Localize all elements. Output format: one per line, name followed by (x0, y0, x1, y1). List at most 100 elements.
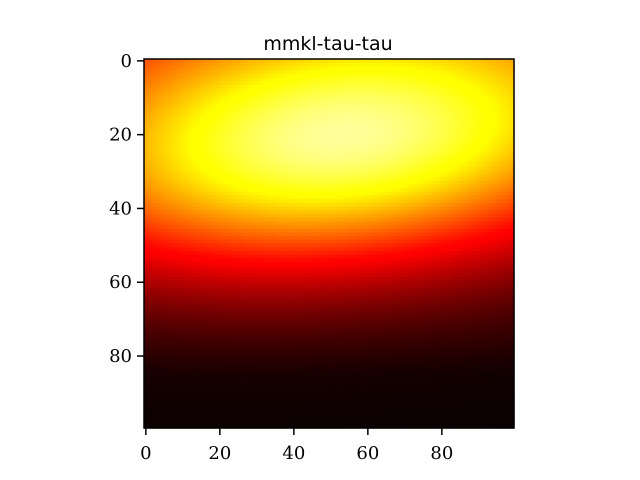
heatmap-cell (280, 110, 286, 115)
heatmap-cell (317, 70, 323, 75)
heatmap-cell (436, 154, 441, 160)
heatmap-cell (299, 199, 304, 204)
heatmap-cell (299, 118, 304, 123)
heatmap-cell (443, 147, 448, 152)
heatmap-cell (158, 81, 164, 86)
heatmap-cell (491, 206, 497, 211)
heatmap-cell (340, 81, 345, 86)
heatmap-cell (258, 184, 263, 189)
heatmap-cell (428, 106, 434, 112)
heatmap-cell (421, 221, 426, 226)
heatmap-cell (499, 166, 504, 171)
heatmap-cell (247, 77, 252, 82)
heatmap-cell (325, 184, 330, 189)
heatmap-cell (414, 81, 419, 86)
heatmap-cell (506, 221, 511, 226)
heatmap-cell (473, 147, 478, 152)
heatmap-cell (232, 184, 238, 189)
heatmap-cell (321, 84, 326, 90)
heatmap-cell (428, 191, 434, 197)
heatmap-cell (477, 195, 482, 200)
heatmap-cell (380, 213, 386, 219)
heatmap-cell (488, 169, 493, 174)
heatmap-cell (447, 66, 452, 71)
heatmap-cell (351, 154, 356, 160)
heatmap-cell (192, 121, 197, 127)
heatmap-cell (221, 177, 226, 182)
heatmap-cell (458, 154, 463, 160)
heatmap-cell (491, 84, 497, 90)
heatmap-cell (199, 210, 204, 215)
heatmap-cell (206, 136, 212, 141)
heatmap-cell (169, 62, 175, 67)
heatmap-cell (502, 110, 508, 115)
heatmap-cell (273, 136, 278, 141)
heatmap-cell (454, 236, 460, 241)
heatmap-cell (321, 110, 326, 115)
heatmap-cell (336, 166, 341, 171)
heatmap-cell (147, 239, 152, 245)
heatmap-cell (469, 228, 474, 234)
heatmap-cell (354, 158, 360, 163)
heatmap-cell (292, 88, 297, 93)
heatmap-cell (417, 177, 423, 182)
heatmap-cell (166, 177, 171, 182)
heatmap-cell (432, 191, 437, 197)
heatmap-cell (243, 118, 249, 123)
heatmap-cell (169, 88, 175, 93)
heatmap-cell (465, 151, 471, 156)
heatmap-cell (243, 169, 249, 174)
heatmap-cell (188, 125, 193, 130)
heatmap-cell (343, 121, 349, 127)
heatmap-cell (391, 206, 397, 211)
heatmap-cell (314, 92, 319, 97)
heatmap-cell (277, 173, 282, 178)
heatmap-cell (284, 103, 289, 108)
heatmap-cell (506, 151, 511, 156)
heatmap-cell (502, 188, 508, 193)
heatmap-cell (232, 103, 238, 108)
heatmap-cell (151, 92, 156, 97)
heatmap-cell (502, 228, 508, 234)
heatmap-cell (462, 92, 467, 97)
heatmap-cell (158, 210, 164, 215)
heatmap-cell (310, 169, 315, 174)
heatmap-cell (502, 95, 508, 101)
heatmap-cell (440, 232, 445, 237)
heatmap-cell (458, 70, 463, 75)
heatmap-cell (473, 125, 478, 130)
heatmap-cell (255, 129, 260, 134)
heatmap-cell (366, 195, 371, 200)
heatmap-cell (384, 188, 389, 193)
heatmap-cell (214, 125, 219, 130)
heatmap-cell (502, 180, 508, 186)
heatmap-cell (184, 213, 189, 219)
heatmap-cell (443, 110, 448, 115)
heatmap-cell (203, 143, 208, 149)
heatmap-cell (229, 221, 234, 226)
heatmap-cell (340, 70, 345, 75)
heatmap-cell (462, 184, 467, 189)
heatmap-cell (332, 177, 337, 182)
heatmap-cell (395, 121, 400, 127)
heatmap-cell (314, 84, 319, 90)
heatmap-cell (229, 143, 234, 149)
heatmap-cell (247, 118, 252, 123)
heatmap-cell (251, 121, 256, 127)
heatmap-cell (258, 206, 263, 211)
heatmap-cell (436, 129, 441, 134)
heatmap-cell (225, 177, 230, 182)
heatmap-cell (395, 84, 400, 90)
heatmap-cell (384, 73, 389, 79)
heatmap-cell (354, 84, 360, 90)
heatmap-cell (255, 70, 260, 75)
heatmap-cell (255, 81, 260, 86)
heatmap-cell (303, 59, 308, 64)
heatmap-cell (169, 195, 175, 200)
heatmap-cell (144, 195, 149, 200)
heatmap-cell (236, 143, 241, 149)
heatmap-cell (358, 106, 363, 112)
heatmap-cell (181, 217, 186, 222)
heatmap-cell (465, 188, 471, 193)
heatmap-cell (484, 188, 489, 193)
